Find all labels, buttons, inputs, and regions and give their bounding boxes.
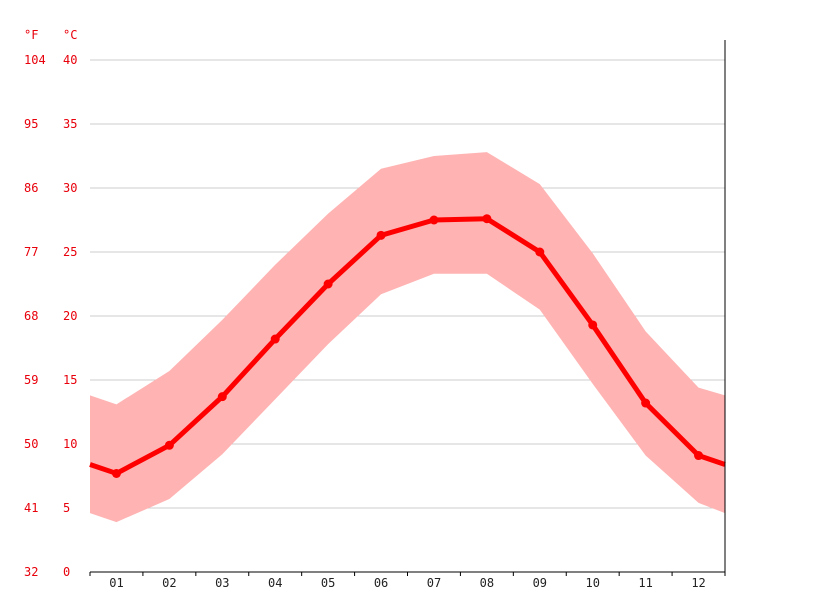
x-tick-label: 03 (215, 576, 229, 590)
x-tick-label: 09 (533, 576, 547, 590)
x-tick-label: 12 (691, 576, 705, 590)
average-point (164, 440, 174, 450)
y-tick-label-celsius: 20 (63, 309, 77, 323)
y-tick-label-celsius: 40 (63, 53, 77, 67)
average-temperature-line (89, 214, 726, 478)
y-tick-label-fahrenheit: 104 (24, 53, 46, 67)
x-tick-label: 07 (427, 576, 441, 590)
average-point (429, 215, 439, 225)
y-tick-label-celsius: 10 (63, 437, 77, 451)
y-tick-label-fahrenheit: 86 (24, 181, 38, 195)
fahrenheit-unit-label: °F (24, 28, 38, 42)
average-point (217, 392, 227, 402)
y-tick-label-celsius: 25 (63, 245, 77, 259)
y-tick-label-celsius: 0 (63, 565, 70, 579)
average-point (694, 451, 704, 461)
x-tick-label: 04 (268, 576, 282, 590)
x-tick-label: 05 (321, 576, 335, 590)
average-point (376, 230, 386, 240)
x-tick-label: 08 (480, 576, 494, 590)
average-line (89, 216, 726, 476)
y-tick-label-celsius: 30 (63, 181, 77, 195)
x-tick-label: 10 (585, 576, 599, 590)
axes (89, 40, 726, 576)
y-tick-label-fahrenheit: 95 (24, 117, 38, 131)
y-tick-label-celsius: 35 (63, 117, 77, 131)
temperature-range-band (90, 152, 725, 523)
y-tick-label-fahrenheit: 59 (24, 373, 38, 387)
x-tick-label: 01 (109, 576, 123, 590)
x-tick-label: 06 (374, 576, 388, 590)
y-tick-label-fahrenheit: 68 (24, 309, 38, 323)
range-band (90, 152, 725, 523)
average-point (270, 334, 280, 344)
y-tick-label-fahrenheit: 41 (24, 501, 38, 515)
y-tick-label-celsius: 5 (63, 501, 70, 515)
average-point (535, 247, 545, 257)
average-point (588, 320, 598, 330)
celsius-unit-label: °C (63, 28, 77, 42)
average-point (641, 398, 651, 408)
average-point (482, 214, 492, 224)
x-tick-label: 11 (638, 576, 652, 590)
average-point (323, 279, 333, 289)
y-tick-label-fahrenheit: 32 (24, 565, 38, 579)
y-tick-label-fahrenheit: 77 (24, 245, 38, 259)
y-tick-label-fahrenheit: 50 (24, 437, 38, 451)
x-tick-label: 02 (162, 576, 176, 590)
y-tick-label-celsius: 15 (63, 373, 77, 387)
average-point (111, 468, 121, 478)
